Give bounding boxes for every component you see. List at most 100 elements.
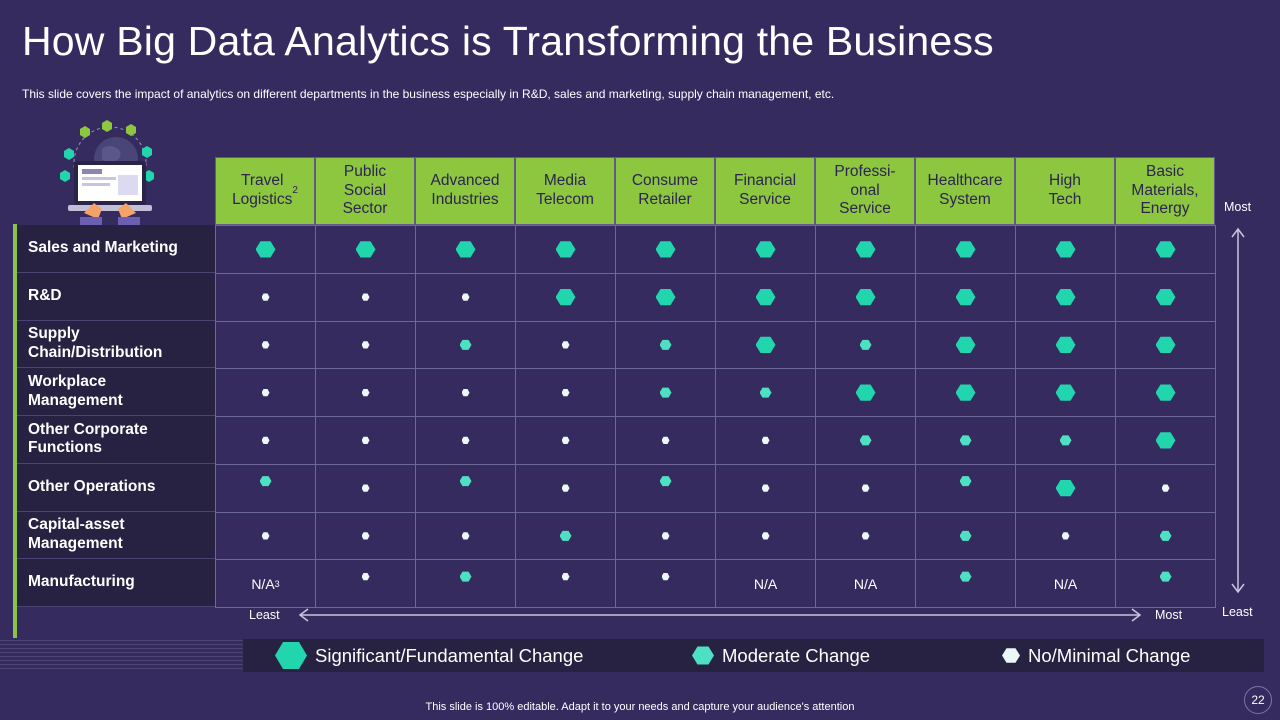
- y-axis-least-label: Least: [1222, 605, 1253, 619]
- matrix-cell: [515, 368, 616, 417]
- minimal-change-hexagon-icon: [361, 389, 370, 397]
- significant-change-hexagon-icon: [655, 289, 676, 306]
- minimal-change-hexagon-icon: [561, 484, 570, 492]
- x-axis-most-label: Most: [1155, 608, 1183, 622]
- impact-matrix: Travel Logistics 2 Public Social Sector Adv…: [17, 157, 1216, 608]
- minimal-change-hexagon-icon: [361, 573, 370, 581]
- accent-bar: [13, 224, 17, 638]
- matrix-cell: [615, 559, 716, 608]
- matrix-cell: [515, 463, 616, 513]
- analytics-laptop-illustration: [60, 120, 154, 226]
- minimal-change-hexagon-icon: [461, 532, 470, 540]
- moderate-hexagon-icon: [692, 646, 714, 665]
- matrix-cell: [1115, 320, 1216, 370]
- matrix-cell: [515, 272, 616, 322]
- matrix-cell: [315, 559, 416, 608]
- matrix-cell: [415, 368, 516, 417]
- minimal-change-hexagon-icon: [461, 389, 470, 397]
- not-applicable-label: N/A: [753, 575, 778, 592]
- moderate-change-hexagon-icon: [959, 530, 972, 541]
- minimal-change-hexagon-icon: [261, 293, 270, 301]
- significant-change-hexagon-icon: [955, 241, 976, 258]
- matrix-cell: [815, 463, 916, 513]
- matrix-cell: [715, 320, 816, 370]
- significant-change-hexagon-icon: [1055, 241, 1076, 258]
- vertical-axis-arrow: [1231, 227, 1245, 594]
- moderate-change-hexagon-icon: [859, 435, 872, 446]
- minimal-change-hexagon-icon: [361, 293, 370, 301]
- significant-change-hexagon-icon: [755, 289, 776, 306]
- moderate-change-hexagon-icon: [559, 530, 572, 541]
- column-header: Professi- onal Service: [815, 157, 915, 225]
- matrix-cell: [415, 320, 516, 370]
- column-header: Consume Retailer: [615, 157, 715, 225]
- significant-change-hexagon-icon: [1155, 289, 1176, 306]
- minimal-change-hexagon-icon: [261, 341, 270, 349]
- minimal-change-hexagon-icon: [561, 436, 570, 444]
- legend-minimal-label: No/Minimal Change: [1028, 644, 1191, 666]
- matrix-cell: [1115, 559, 1216, 608]
- row-header: Other Operations: [17, 463, 215, 512]
- significant-change-hexagon-icon: [1055, 384, 1076, 401]
- legend-significant: Significant/Fundamental Change: [275, 639, 583, 672]
- minimal-change-hexagon-icon: [261, 389, 270, 397]
- minimal-change-hexagon-icon: [861, 532, 870, 540]
- matrix-cell: N/A: [1015, 559, 1116, 608]
- matrix-cell: N/A: [815, 559, 916, 608]
- matrix-cell: [1115, 225, 1216, 274]
- significant-change-hexagon-icon: [655, 241, 676, 258]
- matrix-cell: [915, 272, 1016, 322]
- matrix-cell: [815, 368, 916, 417]
- matrix-cell: [1115, 511, 1216, 561]
- matrix-cell: [415, 463, 516, 513]
- moderate-change-hexagon-icon: [1159, 530, 1172, 541]
- significant-change-hexagon-icon: [355, 241, 376, 258]
- column-header-label: Healthcare System: [927, 172, 1003, 208]
- legend-moderate: Moderate Change: [692, 639, 870, 672]
- column-header-label: Consume Retailer: [631, 172, 699, 208]
- matrix-cell: [315, 416, 416, 465]
- significant-change-hexagon-icon: [1155, 432, 1176, 449]
- matrix-cell: [1015, 511, 1116, 561]
- column-header: Media Telecom: [515, 157, 615, 225]
- column-header: Public Social Sector: [315, 157, 415, 225]
- significant-change-hexagon-icon: [1055, 289, 1076, 306]
- matrix-cell: [515, 225, 616, 274]
- significant-hexagon-icon: [275, 642, 307, 669]
- matrix-cell: [515, 416, 616, 465]
- matrix-cell: [915, 511, 1016, 561]
- matrix-cell: [415, 416, 516, 465]
- minimal-change-hexagon-icon: [561, 341, 570, 349]
- horizontal-axis-arrow: [298, 608, 1142, 622]
- footer-note: This slide is 100% editable. Adapt it to…: [425, 701, 855, 713]
- minimal-change-hexagon-icon: [461, 436, 470, 444]
- matrix-cell: [1015, 320, 1116, 370]
- moderate-change-hexagon-icon: [1059, 435, 1072, 446]
- minimal-change-hexagon-icon: [561, 389, 570, 397]
- minimal-hexagon-icon: [1002, 648, 1020, 663]
- matrix-cell: [715, 368, 816, 417]
- moderate-change-hexagon-icon: [759, 387, 772, 398]
- matrix-cell: [715, 463, 816, 513]
- minimal-change-hexagon-icon: [761, 436, 770, 444]
- minimal-change-hexagon-icon: [361, 532, 370, 540]
- moderate-change-hexagon-icon: [1159, 571, 1172, 582]
- matrix-cell: [415, 559, 516, 608]
- column-header-label: Basic Materials, Energy: [1131, 163, 1199, 218]
- matrix-cell: [415, 272, 516, 322]
- matrix-cell: [315, 320, 416, 370]
- matrix-cell: [215, 463, 316, 513]
- matrix-cell: [915, 463, 1016, 513]
- significant-change-hexagon-icon: [255, 241, 276, 258]
- moderate-change-hexagon-icon: [659, 476, 672, 487]
- moderate-change-hexagon-icon: [659, 387, 672, 398]
- matrix-cell: N/A: [715, 559, 816, 608]
- row-header: Capital-asset Management: [17, 511, 215, 560]
- minimal-change-hexagon-icon: [561, 573, 570, 581]
- slide-title: How Big Data Analytics is Transforming t…: [22, 18, 994, 64]
- minimal-change-hexagon-icon: [761, 484, 770, 492]
- y-axis-most-label: Most: [1224, 200, 1252, 214]
- matrix-cell: [415, 225, 516, 274]
- matrix-cell: [1115, 463, 1216, 513]
- minimal-change-hexagon-icon: [261, 532, 270, 540]
